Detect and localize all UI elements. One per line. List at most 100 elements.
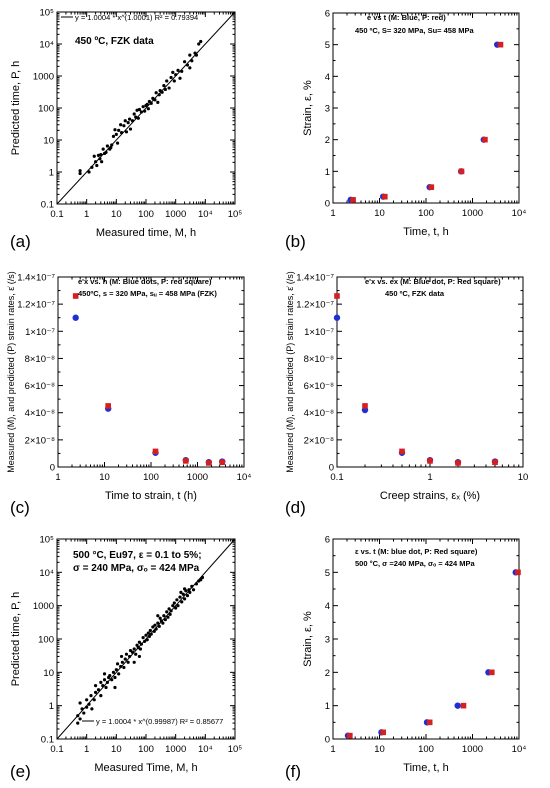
panel-a-label: (a)	[10, 232, 31, 251]
x-tick-label: 1	[427, 472, 432, 483]
plot-frame	[332, 538, 520, 740]
data-point	[151, 625, 155, 629]
data-point	[185, 63, 190, 67]
data-point	[102, 672, 107, 676]
data-point	[172, 79, 176, 83]
y-tick-label: 8×10⁻⁸	[25, 354, 55, 365]
data-point	[145, 102, 149, 106]
data-point	[82, 711, 86, 715]
data-point	[162, 614, 166, 618]
y-tick-label: 3	[325, 104, 330, 115]
x-tick-label: 1	[330, 744, 335, 755]
y-tick-label: 6×10⁻⁸	[25, 381, 55, 392]
y-tick-label: 10⁵	[39, 8, 54, 19]
data-point	[111, 134, 116, 138]
y-tick-label: 2	[325, 668, 330, 679]
y-tick-label: 1	[325, 701, 330, 712]
data-point	[85, 705, 89, 709]
data-point	[132, 112, 136, 116]
y-tick-label: 1×10⁻⁷	[25, 327, 55, 338]
y-tick-label: 10	[43, 668, 54, 679]
data-point	[126, 120, 130, 125]
y-tick-label: 100	[38, 635, 54, 646]
y-tick-label: 1.4×10⁻⁷	[17, 273, 55, 284]
y-axis-label: Measured (M), and predicted (P) strain r…	[6, 271, 16, 473]
data-point	[93, 690, 98, 695]
data-point-predicted	[426, 719, 433, 726]
data-point	[114, 668, 118, 672]
data-point	[99, 152, 103, 157]
y-tick-label: 4×10⁻⁸	[25, 408, 55, 419]
data-point	[78, 171, 82, 176]
x-tick-label: 1000	[165, 209, 186, 220]
data-point	[180, 69, 184, 73]
data-point	[110, 143, 114, 147]
data-point	[117, 672, 121, 676]
data-point-measured	[454, 702, 461, 709]
plot-frame	[57, 276, 245, 468]
x-tick-label: 1000	[165, 744, 186, 755]
data-point	[132, 647, 136, 651]
y-tick-label: 1.2×10⁻⁷	[17, 300, 55, 311]
legend-text: e vs t (M: Blue, P: red)	[367, 13, 446, 22]
y-tick-label: 1	[49, 168, 54, 179]
data-point	[153, 98, 157, 102]
plot-frame	[332, 12, 520, 204]
data-point	[168, 612, 172, 616]
panel-e-chart: 0.1 1 10 100 1000 10⁴ 10⁵ 0.1 1 10 100 1000 10⁴ 10⁵ Me…	[0, 524, 275, 788]
data-point	[178, 76, 182, 80]
y-tick-label: 6	[325, 535, 330, 546]
data-point	[166, 615, 170, 619]
x-axis-label: Time to strain, t (h)	[105, 490, 197, 502]
data-point	[93, 160, 98, 164]
data-point-predicted	[428, 184, 435, 190]
data-point-measured	[72, 314, 79, 321]
data-point	[102, 678, 107, 682]
data-point	[152, 629, 156, 633]
data-point	[143, 109, 147, 113]
data-point-predicted	[492, 459, 498, 466]
data-point	[122, 665, 126, 670]
y-tick-label: 1.4×10⁻⁷	[296, 273, 334, 284]
data-point	[135, 643, 139, 647]
data-point	[156, 621, 160, 625]
data-point	[130, 650, 135, 654]
y-tick-label: 6	[325, 9, 330, 20]
data-point	[146, 107, 150, 111]
data-point	[115, 662, 120, 666]
legend-text: y = 1.0004 * x^(1.0001) R² = 0.79394	[75, 13, 198, 22]
y-tick-label: 0	[325, 735, 330, 746]
data-point-predicted	[105, 403, 111, 409]
x-tick-label: 1	[330, 208, 335, 219]
legend-text: ε vs. t (M: blue dot, P: Red square)	[355, 547, 478, 556]
data-point	[145, 638, 149, 642]
y-tick-label: 4	[325, 601, 330, 612]
legend-text: y = 1.0004 * x^(0.99987) R² = 0.85677	[96, 717, 223, 726]
x-tick-label: 10⁴	[512, 744, 527, 755]
x-tick-label: 10⁵	[228, 209, 243, 220]
data-point	[154, 91, 158, 95]
data-point	[137, 640, 142, 644]
x-tick-label: 1000	[187, 472, 208, 483]
data-point	[199, 39, 203, 44]
y-tick-label: 2	[325, 135, 330, 146]
data-point	[143, 639, 147, 643]
data-point	[188, 66, 192, 70]
x-axis-label: Creep strains, εₓ (%)	[380, 490, 480, 502]
data-point	[98, 157, 102, 161]
data-point	[87, 170, 91, 174]
data-point	[171, 70, 175, 74]
data-point	[119, 123, 123, 127]
x-tick-label: 10	[518, 472, 529, 483]
data-point	[137, 654, 142, 659]
legend-text: e'x vs. h (M: Blue dots, P: red square)	[78, 277, 212, 286]
x-tick-label: 10	[111, 209, 122, 220]
data-point-predicted	[488, 669, 495, 676]
x-axis-label: Measured Time, M, h	[94, 762, 197, 774]
data-point	[185, 594, 190, 598]
data-point	[190, 59, 194, 63]
data-point-predicted	[219, 459, 226, 466]
data-point	[136, 116, 140, 120]
